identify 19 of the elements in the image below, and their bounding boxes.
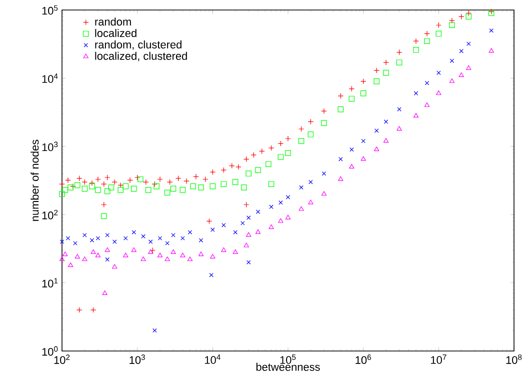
y-axis-title: number of nodes [30,140,39,221]
x-tick-label: 10$^{6}$ [356,354,371,364]
y-tick-label: 10$^{3}$ [42,142,58,152]
y-tick-label: 10$^{5}$ [42,5,58,15]
y-tick-label: 10$^{4}$ [42,74,58,83]
y-tick-label: 10$^{1}$ [42,278,58,288]
x-tick-label: 10$^{5}$ [280,354,296,364]
x-tick-label: 10$^{4}$ [205,354,220,364]
x-tick-label: 10$^{7}$ [431,354,446,364]
x-tick-label: 10$^{3}$ [130,354,145,364]
legend-label: random, clustered [95,40,182,50]
y-tick-label: 10$^{0}$ [42,346,58,356]
legend-label: random [95,18,131,26]
y-tick-label: 10$^{2}$ [42,210,58,220]
x-tick-label: 10$^{2}$ [54,354,70,364]
legend-label: localized [95,29,136,38]
x-axis-title: betweenness [256,362,320,371]
legend-label: localized, clustered [95,52,187,62]
x-tick-label: 10$^{8}$ [506,354,522,364]
